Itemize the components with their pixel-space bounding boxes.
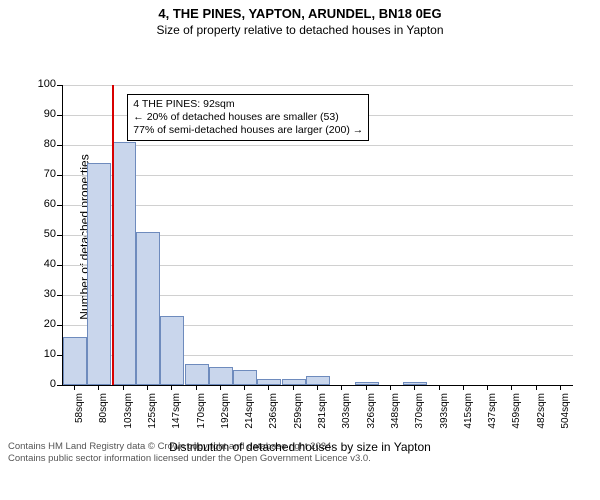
annotation-line: ← 20% of detached houses are smaller (53…	[133, 111, 363, 124]
xtick-mark	[98, 385, 99, 390]
ytick-label: 0	[28, 378, 56, 390]
xtick-mark	[196, 385, 197, 390]
ytick-mark	[57, 235, 62, 236]
ytick-label: 70	[28, 168, 56, 180]
xtick-label: 80sqm	[98, 393, 109, 433]
ytick-mark	[57, 115, 62, 116]
ytick-label: 60	[28, 198, 56, 210]
xtick-mark	[244, 385, 245, 390]
ytick-mark	[57, 205, 62, 206]
xtick-label: 125sqm	[147, 393, 158, 433]
histogram-bar	[282, 379, 306, 385]
xtick-label: 147sqm	[171, 393, 182, 433]
xtick-mark	[171, 385, 172, 390]
ytick-mark	[57, 385, 62, 386]
annotation-line: 77% of semi-detached houses are larger (…	[133, 124, 363, 137]
histogram-bar	[112, 142, 136, 385]
xtick-label: 326sqm	[366, 393, 377, 433]
ytick-mark	[57, 145, 62, 146]
xtick-mark	[463, 385, 464, 390]
histogram-bar	[136, 232, 160, 385]
xtick-label: 459sqm	[511, 393, 522, 433]
ytick-mark	[57, 175, 62, 176]
xtick-mark	[123, 385, 124, 390]
annotation-box: 4 THE PINES: 92sqm← 20% of detached hous…	[127, 94, 369, 141]
xtick-label: 281sqm	[317, 393, 328, 433]
plot-area: 4 THE PINES: 92sqm← 20% of detached hous…	[62, 85, 573, 386]
xtick-label: 370sqm	[414, 393, 425, 433]
ytick-label: 20	[28, 318, 56, 330]
histogram-bar	[257, 379, 281, 385]
ytick-label: 50	[28, 228, 56, 240]
ytick-label: 40	[28, 258, 56, 270]
xtick-mark	[366, 385, 367, 390]
page-subtitle: Size of property relative to detached ho…	[0, 21, 600, 37]
histogram-chart: Number of detached properties 4 THE PINE…	[0, 37, 600, 437]
xtick-label: 415sqm	[463, 393, 474, 433]
ytick-mark	[57, 265, 62, 266]
xtick-label: 437sqm	[487, 393, 498, 433]
gridline	[63, 145, 573, 146]
histogram-bar	[233, 370, 257, 385]
xtick-mark	[220, 385, 221, 390]
xtick-mark	[74, 385, 75, 390]
xtick-mark	[439, 385, 440, 390]
xtick-label: 58sqm	[74, 393, 85, 433]
gridline	[63, 205, 573, 206]
xtick-mark	[341, 385, 342, 390]
histogram-bar	[306, 376, 330, 385]
xtick-mark	[536, 385, 537, 390]
ytick-label: 80	[28, 138, 56, 150]
gridline	[63, 175, 573, 176]
ytick-label: 10	[28, 348, 56, 360]
xtick-label: 504sqm	[560, 393, 571, 433]
xtick-label: 170sqm	[196, 393, 207, 433]
histogram-bar	[160, 316, 184, 385]
histogram-bar	[403, 382, 427, 385]
histogram-bar	[87, 163, 111, 385]
ytick-label: 90	[28, 108, 56, 120]
xtick-mark	[293, 385, 294, 390]
xtick-mark	[268, 385, 269, 390]
xtick-label: 103sqm	[123, 393, 134, 433]
histogram-bar	[63, 337, 87, 385]
xtick-mark	[390, 385, 391, 390]
xtick-mark	[511, 385, 512, 390]
page-title-address: 4, THE PINES, YAPTON, ARUNDEL, BN18 0EG	[0, 0, 600, 21]
xtick-label: 259sqm	[293, 393, 304, 433]
property-marker-line	[112, 85, 114, 385]
xtick-label: 393sqm	[439, 393, 450, 433]
ytick-mark	[57, 85, 62, 86]
xtick-label: 214sqm	[244, 393, 255, 433]
ytick-label: 30	[28, 288, 56, 300]
histogram-bar	[209, 367, 233, 385]
annotation-line: 4 THE PINES: 92sqm	[133, 98, 363, 111]
xtick-label: 236sqm	[268, 393, 279, 433]
footer-line-2: Contains public sector information licen…	[8, 453, 592, 465]
xtick-mark	[560, 385, 561, 390]
ytick-mark	[57, 355, 62, 356]
histogram-bar	[185, 364, 209, 385]
x-axis-label: Distribution of detached houses by size …	[0, 440, 600, 454]
xtick-label: 482sqm	[536, 393, 547, 433]
xtick-label: 348sqm	[390, 393, 401, 433]
ytick-mark	[57, 295, 62, 296]
xtick-mark	[487, 385, 488, 390]
ytick-mark	[57, 325, 62, 326]
xtick-mark	[147, 385, 148, 390]
xtick-label: 303sqm	[341, 393, 352, 433]
xtick-mark	[414, 385, 415, 390]
xtick-label: 192sqm	[220, 393, 231, 433]
histogram-bar	[355, 382, 379, 385]
gridline	[63, 85, 573, 86]
ytick-label: 100	[28, 78, 56, 90]
xtick-mark	[317, 385, 318, 390]
